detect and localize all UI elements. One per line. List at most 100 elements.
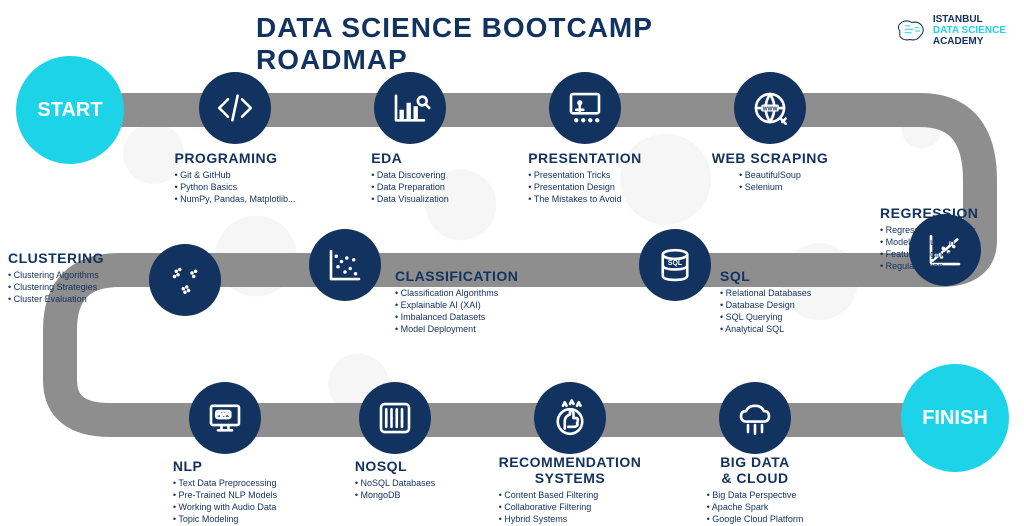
bullet-item: BeautifulSoup [739, 169, 801, 181]
node-clust [149, 244, 221, 316]
bullet-list-sql: Relational DatabasesDatabase DesignSQL Q… [720, 287, 811, 336]
label-clust: CLUSTERING Clustering AlgorithmsClusterin… [8, 250, 143, 305]
bullet-item: Database Design [720, 299, 811, 311]
label-pres: PRESENTATION Presentation TricksPresentat… [528, 150, 642, 205]
bullet-list-reg: Regression AlgorithmsModel EvaluationFea… [880, 224, 1020, 273]
bullet-item: Python Basics [174, 181, 295, 193]
bullet-item: Clustering Strategies [8, 281, 143, 293]
bullet-list-pres: Presentation TricksPresentation DesignTh… [528, 169, 642, 205]
bullet-item: MongoDB [355, 489, 435, 501]
node-sql: SQL [639, 229, 711, 301]
label-title-pres: PRESENTATION [528, 150, 642, 166]
label-title-nosql: NOSQL [355, 458, 435, 474]
bullet-item: Pre-Trained NLP Models [173, 489, 277, 501]
bullet-item: Presentation Tricks [528, 169, 642, 181]
svg-text:SQL: SQL [668, 260, 683, 267]
bullet-item: NoSQL Databases [355, 477, 435, 489]
label-title-sql: SQL [720, 268, 811, 284]
map-background [0, 0, 1024, 512]
bullet-item: Git & GitHub [174, 169, 295, 181]
bullet-item: The Mistakes to Avoid [528, 193, 642, 205]
db-icon: SQL [654, 244, 696, 286]
node-eda [374, 72, 446, 144]
bullet-item: Collaborative Filtering [499, 501, 642, 513]
node-scrap: WWW [734, 72, 806, 144]
bullet-list-eda: Data DiscoveringData PreparationData Vis… [371, 169, 449, 205]
label-title-prog: PROGRAMING [174, 150, 295, 166]
chart-icon [389, 87, 431, 129]
label-scrap: WEB SCRAPING BeautifulSoupSelenium [712, 150, 828, 195]
bullet-item: Hybrid Systems [499, 513, 642, 525]
node-nosql [359, 382, 431, 454]
bullet-list-nosql: NoSQL DatabasesMongoDB [355, 477, 435, 501]
label-sql: SQL Relational DatabasesDatabase DesignSQ… [720, 268, 811, 336]
label-title-eda: EDA [371, 150, 449, 166]
bullet-item: Cluster Evaluation [8, 293, 143, 305]
node-cloud [719, 382, 791, 454]
bullet-item: Presentation Design [528, 181, 642, 193]
scatter-icon [324, 244, 366, 286]
present-icon [564, 87, 606, 129]
bullet-item: Topic Modeling [173, 513, 277, 525]
logo-line1: ISTANBUL [933, 14, 1006, 25]
bullet-item: Data Discovering [371, 169, 449, 181]
globe-icon: WWW [749, 87, 791, 129]
node-prog [199, 72, 271, 144]
label-title-scrap: WEB SCRAPING [712, 150, 828, 166]
node-finish: FINISH [901, 364, 1009, 472]
label-title-nlp: NLP [173, 458, 277, 474]
bullet-item: Text Data Preprocessing [173, 477, 277, 489]
bullet-item: Imbalanced Datasets [395, 311, 518, 323]
bullet-item: SQL Querying [720, 311, 811, 323]
svg-text:WWW: WWW [763, 107, 778, 113]
monitor-icon [204, 397, 246, 439]
node-class [309, 229, 381, 301]
bullet-item: Google Cloud Platform [707, 513, 804, 525]
bullet-list-prog: Git & GitHubPython BasicsNumPy, Pandas, … [174, 169, 295, 205]
bullet-item: Regularization [880, 260, 1020, 272]
brain-icon [893, 17, 927, 45]
bullet-list-class: Classification AlgorithmsExplainable AI … [395, 287, 518, 336]
label-eda: EDA Data DiscoveringData PreparationData … [371, 150, 449, 205]
label-title-clust: CLUSTERING [8, 250, 143, 266]
label-prog: PROGRAMING Git & GitHubPython BasicsNumPy… [174, 150, 295, 205]
bullet-item: Relational Databases [720, 287, 811, 299]
bullet-item: Classification Algorithms [395, 287, 518, 299]
label-nosql: NOSQL NoSQL DatabasesMongoDB [355, 458, 435, 501]
thumb-icon [549, 397, 591, 439]
label-title-cloud: BIG DATA & CLOUD [707, 454, 804, 486]
bullet-item: Apache Spark [707, 501, 804, 513]
bullet-item: Model Evaluation [880, 236, 1020, 248]
bullet-item: Feature Engineering [880, 248, 1020, 260]
label-cloud: BIG DATA & CLOUDBig Data PerspectiveApac… [707, 454, 804, 525]
bullet-item: Data Visualization [371, 193, 449, 205]
bullet-item: Data Preparation [371, 181, 449, 193]
bullet-list-clust: Clustering AlgorithmsClustering Strategi… [8, 269, 143, 305]
label-nlp: NLP Text Data PreprocessingPre-Trained NL… [173, 458, 277, 526]
bullet-list-rec: Content Based FilteringCollaborative Fil… [499, 489, 642, 525]
node-nlp [189, 382, 261, 454]
label-title-class: CLASSIFICATION [395, 268, 518, 284]
cluster-icon [164, 259, 206, 301]
bullet-item: Content Based Filtering [499, 489, 642, 501]
node-rec [534, 382, 606, 454]
bullet-item: Model Deployment [395, 323, 518, 335]
label-reg: REGRESSION Regression AlgorithmsModel Eva… [880, 205, 1020, 273]
bullet-item: NumPy, Pandas, Matplotlib... [174, 193, 295, 205]
academy-logo: ISTANBUL DATA SCIENCE ACADEMY [893, 14, 1006, 47]
bullet-list-scrap: BeautifulSoupSelenium [739, 169, 801, 193]
bullet-list-cloud: Big Data PerspectiveApache SparkGoogle C… [707, 489, 804, 525]
label-title-reg: REGRESSION [880, 205, 1020, 221]
bullet-item: Regression Algorithms [880, 224, 1020, 236]
code-icon [214, 87, 256, 129]
cloud-icon [734, 397, 776, 439]
bullet-item: Selenium [739, 181, 801, 193]
logo-line2: DATA SCIENCE [933, 25, 1006, 36]
bullet-item: Big Data Perspective [707, 489, 804, 501]
node-start: START [16, 56, 124, 164]
bullet-list-nlp: Text Data PreprocessingPre-Trained NLP M… [173, 477, 277, 526]
node-pres [549, 72, 621, 144]
logo-line3: ACADEMY [933, 36, 1006, 47]
bullet-item: Explainable AI (XAI) [395, 299, 518, 311]
label-rec: RECOMMENDATION SYSTEMSContent Based Filt… [499, 454, 642, 525]
